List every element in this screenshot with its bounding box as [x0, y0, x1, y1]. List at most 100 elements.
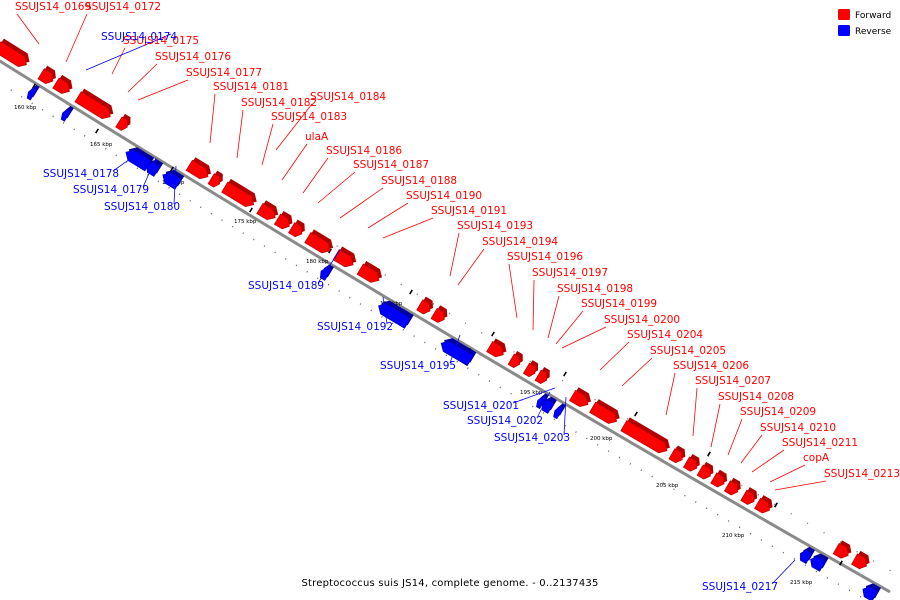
forward-gene-label[interactable]: SSUJS14_0207: [695, 375, 771, 387]
reverse-gene-label[interactable]: SSUJS14_0180: [104, 201, 180, 213]
reverse-gene-arrow[interactable]: [810, 556, 827, 572]
forward-gene-label[interactable]: SSUJS14_0186: [326, 145, 402, 157]
reverse-gene-label[interactable]: SSUJS14_0179: [73, 184, 149, 196]
forward-gene-label[interactable]: SSUJS14_0169: [15, 1, 91, 13]
reverse-gene-arrow[interactable]: [553, 406, 564, 420]
forward-gene-arrow[interactable]: [115, 116, 128, 131]
forward-gene-leader: [65, 13, 88, 63]
forward-gene-arrow[interactable]: [356, 263, 380, 283]
forward-gene-label[interactable]: SSUJS14_0177: [186, 67, 262, 79]
forward-gene-label[interactable]: SSUJS14_0172: [85, 1, 161, 13]
forward-gene-label[interactable]: SSUJS14_0190: [406, 190, 482, 202]
reverse-gene-arrow[interactable]: [162, 172, 182, 190]
forward-gene-label[interactable]: SSUJS14_0193: [457, 220, 533, 232]
forward-gene-label[interactable]: SSUJS14_0184: [310, 91, 386, 103]
forward-gene-arrow[interactable]: [52, 77, 70, 94]
forward-gene-label[interactable]: copA: [803, 452, 830, 464]
forward-gene-label[interactable]: SSUJS14_0176: [155, 51, 231, 63]
forward-gene-arrow[interactable]: [696, 464, 711, 480]
reverse-gene-arrow[interactable]: [800, 549, 813, 564]
forward-gene-label[interactable]: SSUJS14_0204: [627, 329, 703, 341]
forward-gene-label[interactable]: SSUJS14_0183: [271, 111, 347, 123]
reverse-gene-arrow[interactable]: [60, 108, 72, 122]
forward-gene-arrow[interactable]: [668, 448, 683, 464]
reverse-gene-label[interactable]: SSUJS14_0189: [248, 280, 324, 292]
forward-gene-arrow[interactable]: [754, 497, 770, 514]
forward-gene-arrow[interactable]: [682, 456, 698, 472]
forward-gene-leader: [621, 357, 653, 387]
forward-gene-label[interactable]: SSUJS14_0208: [718, 391, 794, 403]
reverse-gene-label[interactable]: SSUJS14_0203: [494, 432, 570, 444]
forward-gene-label[interactable]: SSUJS14_0197: [532, 267, 608, 279]
forward-gene-arrow[interactable]: [332, 249, 354, 268]
reverse-gene-label[interactable]: SSUJS14_0201: [443, 400, 519, 412]
forward-gene-arrow[interactable]: [430, 307, 445, 323]
forward-gene-label[interactable]: SSUJS14_0194: [482, 236, 558, 248]
forward-gene-arrow[interactable]: [221, 181, 255, 208]
forward-gene-label[interactable]: SSUJS14_0181: [213, 81, 289, 93]
forward-gene-label[interactable]: SSUJS14_0206: [673, 360, 749, 372]
forward-gene-label[interactable]: SSUJS14_0196: [507, 251, 583, 263]
forward-gene-label[interactable]: SSUJS14_0198: [557, 283, 633, 295]
forward-gene-arrow[interactable]: [273, 213, 290, 230]
reverse-gene-arrow[interactable]: [862, 586, 879, 600]
forward-gene-label[interactable]: SSUJS14_0188: [381, 175, 457, 187]
forward-gene-label[interactable]: SSUJS14_0175: [123, 35, 199, 47]
forward-gene-label[interactable]: SSUJS14_0199: [581, 298, 657, 310]
scale-tick: [491, 331, 495, 337]
reverse-gene-label[interactable]: SSUJS14_0174: [101, 31, 177, 43]
reverse-gene-arrow[interactable]: [378, 303, 412, 329]
scale-minor-tick: [327, 283, 330, 286]
scale-minor-tick: [456, 360, 458, 363]
forward-gene-label[interactable]: SSUJS14_0213: [824, 468, 900, 480]
forward-gene-arrow[interactable]: [185, 159, 209, 180]
reverse-gene-arrow[interactable]: [319, 267, 332, 281]
forward-gene-arrow[interactable]: [832, 542, 849, 559]
forward-gene-arrow[interactable]: [851, 553, 867, 570]
reverse-gene-arrow[interactable]: [146, 161, 161, 177]
reverse-gene-label[interactable]: SSUJS14_0217: [702, 581, 778, 593]
scale-minor-tick: [480, 331, 483, 334]
forward-gene-arrow[interactable]: [740, 489, 755, 505]
forward-gene-leader: [16, 13, 40, 45]
forward-gene-label[interactable]: SSUJS14_0200: [604, 314, 680, 326]
scale-minor-tick: [263, 245, 266, 247]
forward-gene-arrow[interactable]: [710, 472, 725, 488]
forward-gene-leader: [137, 79, 189, 101]
forward-gene-arrow[interactable]: [486, 340, 504, 358]
reverse-gene-label[interactable]: SSUJS14_0178: [43, 168, 119, 180]
forward-gene-label[interactable]: SSUJS14_0191: [431, 205, 507, 217]
forward-gene-label[interactable]: SSUJS14_0210: [760, 422, 836, 434]
forward-gene-arrow[interactable]: [256, 202, 276, 221]
forward-gene-arrow[interactable]: [522, 362, 536, 378]
forward-gene-arrow[interactable]: [620, 419, 668, 454]
forward-gene-arrow[interactable]: [288, 222, 303, 238]
reverse-gene-arrow[interactable]: [536, 395, 547, 410]
forward-gene-label[interactable]: SSUJS14_0205: [650, 345, 726, 357]
forward-gene-arrow[interactable]: [507, 353, 521, 369]
forward-gene-arrow[interactable]: [534, 369, 548, 384]
reverse-gene-label[interactable]: SSUJS14_0202: [467, 415, 543, 427]
reverse-gene-arrow[interactable]: [26, 87, 38, 101]
forward-gene-arrow[interactable]: [589, 401, 618, 424]
forward-gene-arrow[interactable]: [723, 480, 739, 496]
forward-gene-arrow[interactable]: [0, 41, 27, 67]
scale-minor-tick: [62, 121, 65, 124]
reverse-gene-arrow[interactable]: [541, 399, 555, 414]
forward-gene-arrow[interactable]: [74, 91, 111, 120]
forward-gene-arrow[interactable]: [569, 389, 589, 408]
reverse-gene-label[interactable]: SSUJS14_0192: [317, 321, 393, 333]
forward-gene-arrow[interactable]: [416, 299, 431, 315]
forward-gene-arrow[interactable]: [304, 231, 331, 254]
scale-minor-tick: [738, 526, 741, 529]
forward-gene-label[interactable]: SSUJS14_0211: [782, 437, 858, 449]
reverse-gene-arrow[interactable]: [440, 340, 474, 367]
forward-gene-arrow[interactable]: [37, 68, 54, 84]
forward-gene-label[interactable]: ulaA: [305, 131, 329, 143]
scale-minor-tick: [242, 232, 245, 234]
reverse-gene-label[interactable]: SSUJS14_0195: [380, 360, 456, 372]
forward-gene-label[interactable]: SSUJS14_0209: [740, 406, 816, 418]
forward-gene-arrow[interactable]: [207, 173, 221, 188]
forward-gene-label[interactable]: SSUJS14_0187: [353, 159, 429, 171]
forward-gene-label[interactable]: SSUJS14_0182: [241, 97, 317, 109]
